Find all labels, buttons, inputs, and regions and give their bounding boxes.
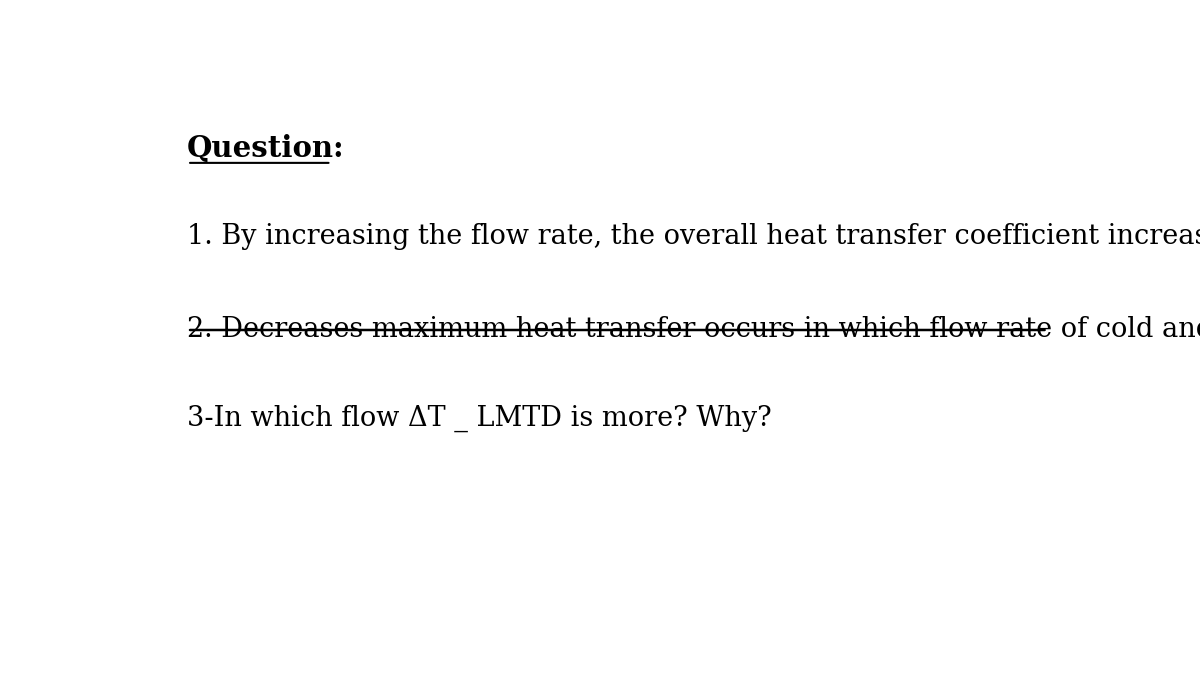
Text: 1. By increasing the flow rate, the overall heat transfer coefficient increases?: 1. By increasing the flow rate, the over… [187, 223, 1200, 250]
Text: Question:: Question: [187, 134, 344, 163]
Text: 2. Decreases maximum heat transfer occurs in which flow rate of cold and hot wat: 2. Decreases maximum heat transfer occur… [187, 317, 1200, 344]
Text: 3-In which flow ΔT _ LMTD is more? Why?: 3-In which flow ΔT _ LMTD is more? Why? [187, 404, 772, 432]
